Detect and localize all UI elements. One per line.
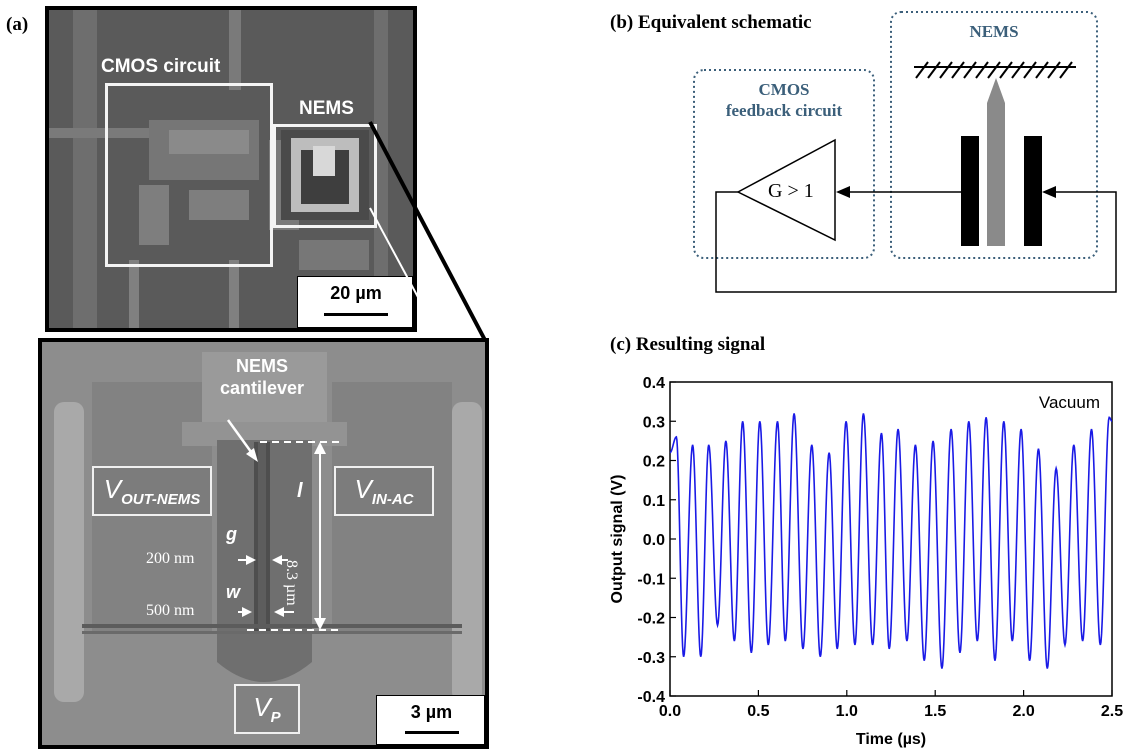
- x-tick-label: 1.0: [836, 703, 858, 720]
- scale-bar-top-text: 20 µm: [330, 283, 382, 303]
- scale-bar-bottom-line: [405, 731, 459, 734]
- v-out-sub: OUT-NEMS: [121, 491, 201, 509]
- y-tick-label: 0.1: [643, 493, 665, 510]
- cantilever-label-line1: NEMS: [235, 356, 288, 376]
- scale-bar-top-line: [324, 313, 388, 316]
- y-tick-label: 0.3: [643, 414, 665, 431]
- g-value: 200 nm: [146, 550, 195, 567]
- l-label: l: [297, 480, 303, 502]
- sem-image-bottom: NEMS cantilever VOUT-NEMS VIN-AC VP g 20…: [38, 338, 489, 749]
- ground-hatch: [915, 61, 1073, 79]
- cmos-schematic-title-line2: feedback circuit: [725, 101, 843, 120]
- scale-bar-bottom-text: 3 µm: [410, 702, 453, 722]
- sem-top-texture: [49, 10, 413, 328]
- y-tick-label: 0.2: [643, 454, 665, 471]
- signal-chart: 0.4 0.3 0.2 0.1 0.0 -0.1 -0.2 -0.3 -0.4 0.0 0.5 1.…: [609, 375, 1123, 748]
- signal-trace: [669, 413, 1113, 669]
- v-p-box: VP: [234, 684, 300, 734]
- nems-schematic-title: NEMS: [969, 22, 1019, 41]
- y-axis-label: Output signal (V): [609, 475, 626, 604]
- arrow-into-amp: [836, 186, 850, 198]
- v-in-ac-box: VIN-AC: [334, 466, 434, 516]
- v-out-nems-box: VOUT-NEMS: [92, 466, 212, 516]
- cmos-schematic-title-line1: CMOS: [758, 80, 810, 99]
- equivalent-schematic: [693, 11, 1117, 293]
- cmos-circuit-frame: [105, 83, 273, 267]
- x-tick-label: 2.0: [1012, 703, 1034, 720]
- nems-frame: [273, 124, 377, 228]
- w-value: 500 nm: [146, 602, 195, 619]
- panel-c-label: (c) Resulting signal: [610, 334, 766, 355]
- gain-label: G > 1: [768, 180, 814, 202]
- x-tick-label: 0.5: [747, 703, 769, 720]
- l-value: 8.3 µm: [283, 560, 300, 606]
- y-tick-label: -0.4: [637, 689, 665, 706]
- sem-bottom-texture: [42, 342, 485, 745]
- electrode-left: [961, 136, 979, 246]
- cantilever-label-line2: cantilever: [219, 378, 305, 398]
- scale-bar-bottom: 3 µm: [376, 695, 485, 745]
- y-ticks: 0.4 0.3 0.2 0.1 0.0 -0.1 -0.2 -0.3 -0.4: [637, 375, 676, 706]
- x-tick-label: 0.0: [659, 703, 681, 720]
- panel-a-label: (a): [6, 14, 29, 35]
- x-tick-label: 2.5: [1101, 703, 1123, 720]
- feedback-wiring: [715, 191, 1117, 293]
- nems-label: NEMS: [299, 98, 354, 119]
- cmos-dotted-box: [693, 69, 875, 259]
- chart-annotation: Vacuum: [1039, 393, 1100, 412]
- v-p-sub: P: [270, 709, 281, 727]
- electrode-right: [1024, 136, 1042, 246]
- amplifier-triangle: [736, 138, 836, 242]
- v-out-main: V: [103, 473, 122, 504]
- nems-dotted-box: [890, 11, 1098, 259]
- v-in-main: V: [354, 473, 372, 504]
- x-tick-label: 1.5: [924, 703, 946, 720]
- y-tick-label: 0.4: [643, 375, 665, 392]
- sem-image-top: CMOS circuit NEMS 20 µm: [45, 6, 417, 332]
- arrow-into-electrode: [1042, 186, 1056, 198]
- v-in-sub: IN-AC: [371, 491, 414, 509]
- cmos-circuit-label: CMOS circuit: [101, 56, 221, 77]
- x-axis-label: Time (µs): [856, 731, 926, 748]
- y-tick-label: -0.1: [637, 571, 665, 588]
- g-label: g: [226, 524, 237, 544]
- x-ticks: 0.0 0.5 1.0 1.5 2.0 2.5: [659, 690, 1123, 720]
- cantilever-beam: [987, 78, 1005, 246]
- scale-bar-top: 20 µm: [297, 276, 413, 328]
- y-tick-label: -0.2: [637, 611, 665, 628]
- w-label: w: [226, 582, 241, 602]
- y-tick-label: 0.0: [643, 532, 665, 549]
- v-p-main: V: [253, 691, 271, 722]
- panel-b-label: (b) Equivalent schematic: [610, 12, 812, 33]
- y-tick-label: -0.3: [637, 650, 665, 667]
